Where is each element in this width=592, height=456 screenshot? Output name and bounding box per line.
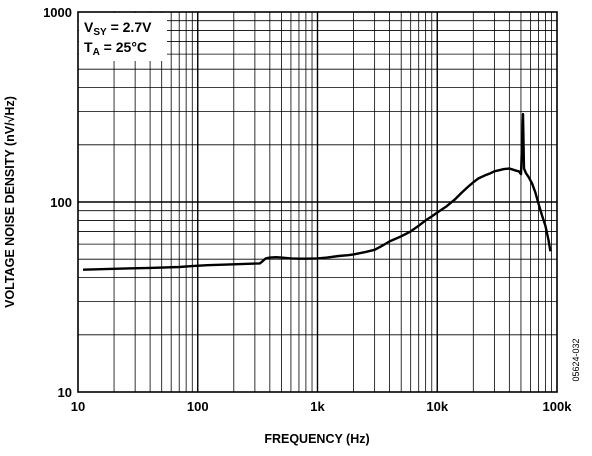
y-tick-label: 1000 <box>43 5 72 20</box>
x-tick-label: 1k <box>310 399 325 414</box>
x-tick-label: 100k <box>543 399 573 414</box>
x-tick-label: 10k <box>426 399 448 414</box>
tick-labels: 10 100 1k 10k 100k 10 100 1000 <box>43 5 572 414</box>
y-tick-label: 10 <box>58 385 72 400</box>
x-axis-label: FREQUENCY (Hz) <box>264 432 369 446</box>
y-axis-label: VOLTAGE NOISE DENSITY (nV/√Hz) <box>3 96 17 308</box>
conditions-box <box>79 13 167 61</box>
y-tick-label: 100 <box>50 195 72 210</box>
grid-lines <box>78 12 557 392</box>
series-line <box>82 112 552 271</box>
condition-temperature: TA = 25°C <box>84 39 147 58</box>
x-tick-label: 100 <box>187 399 209 414</box>
condition-supply: VSY = 2.7V <box>84 19 152 38</box>
x-tick-label: 10 <box>71 399 85 414</box>
figure-id: 05624-032 <box>571 338 581 381</box>
